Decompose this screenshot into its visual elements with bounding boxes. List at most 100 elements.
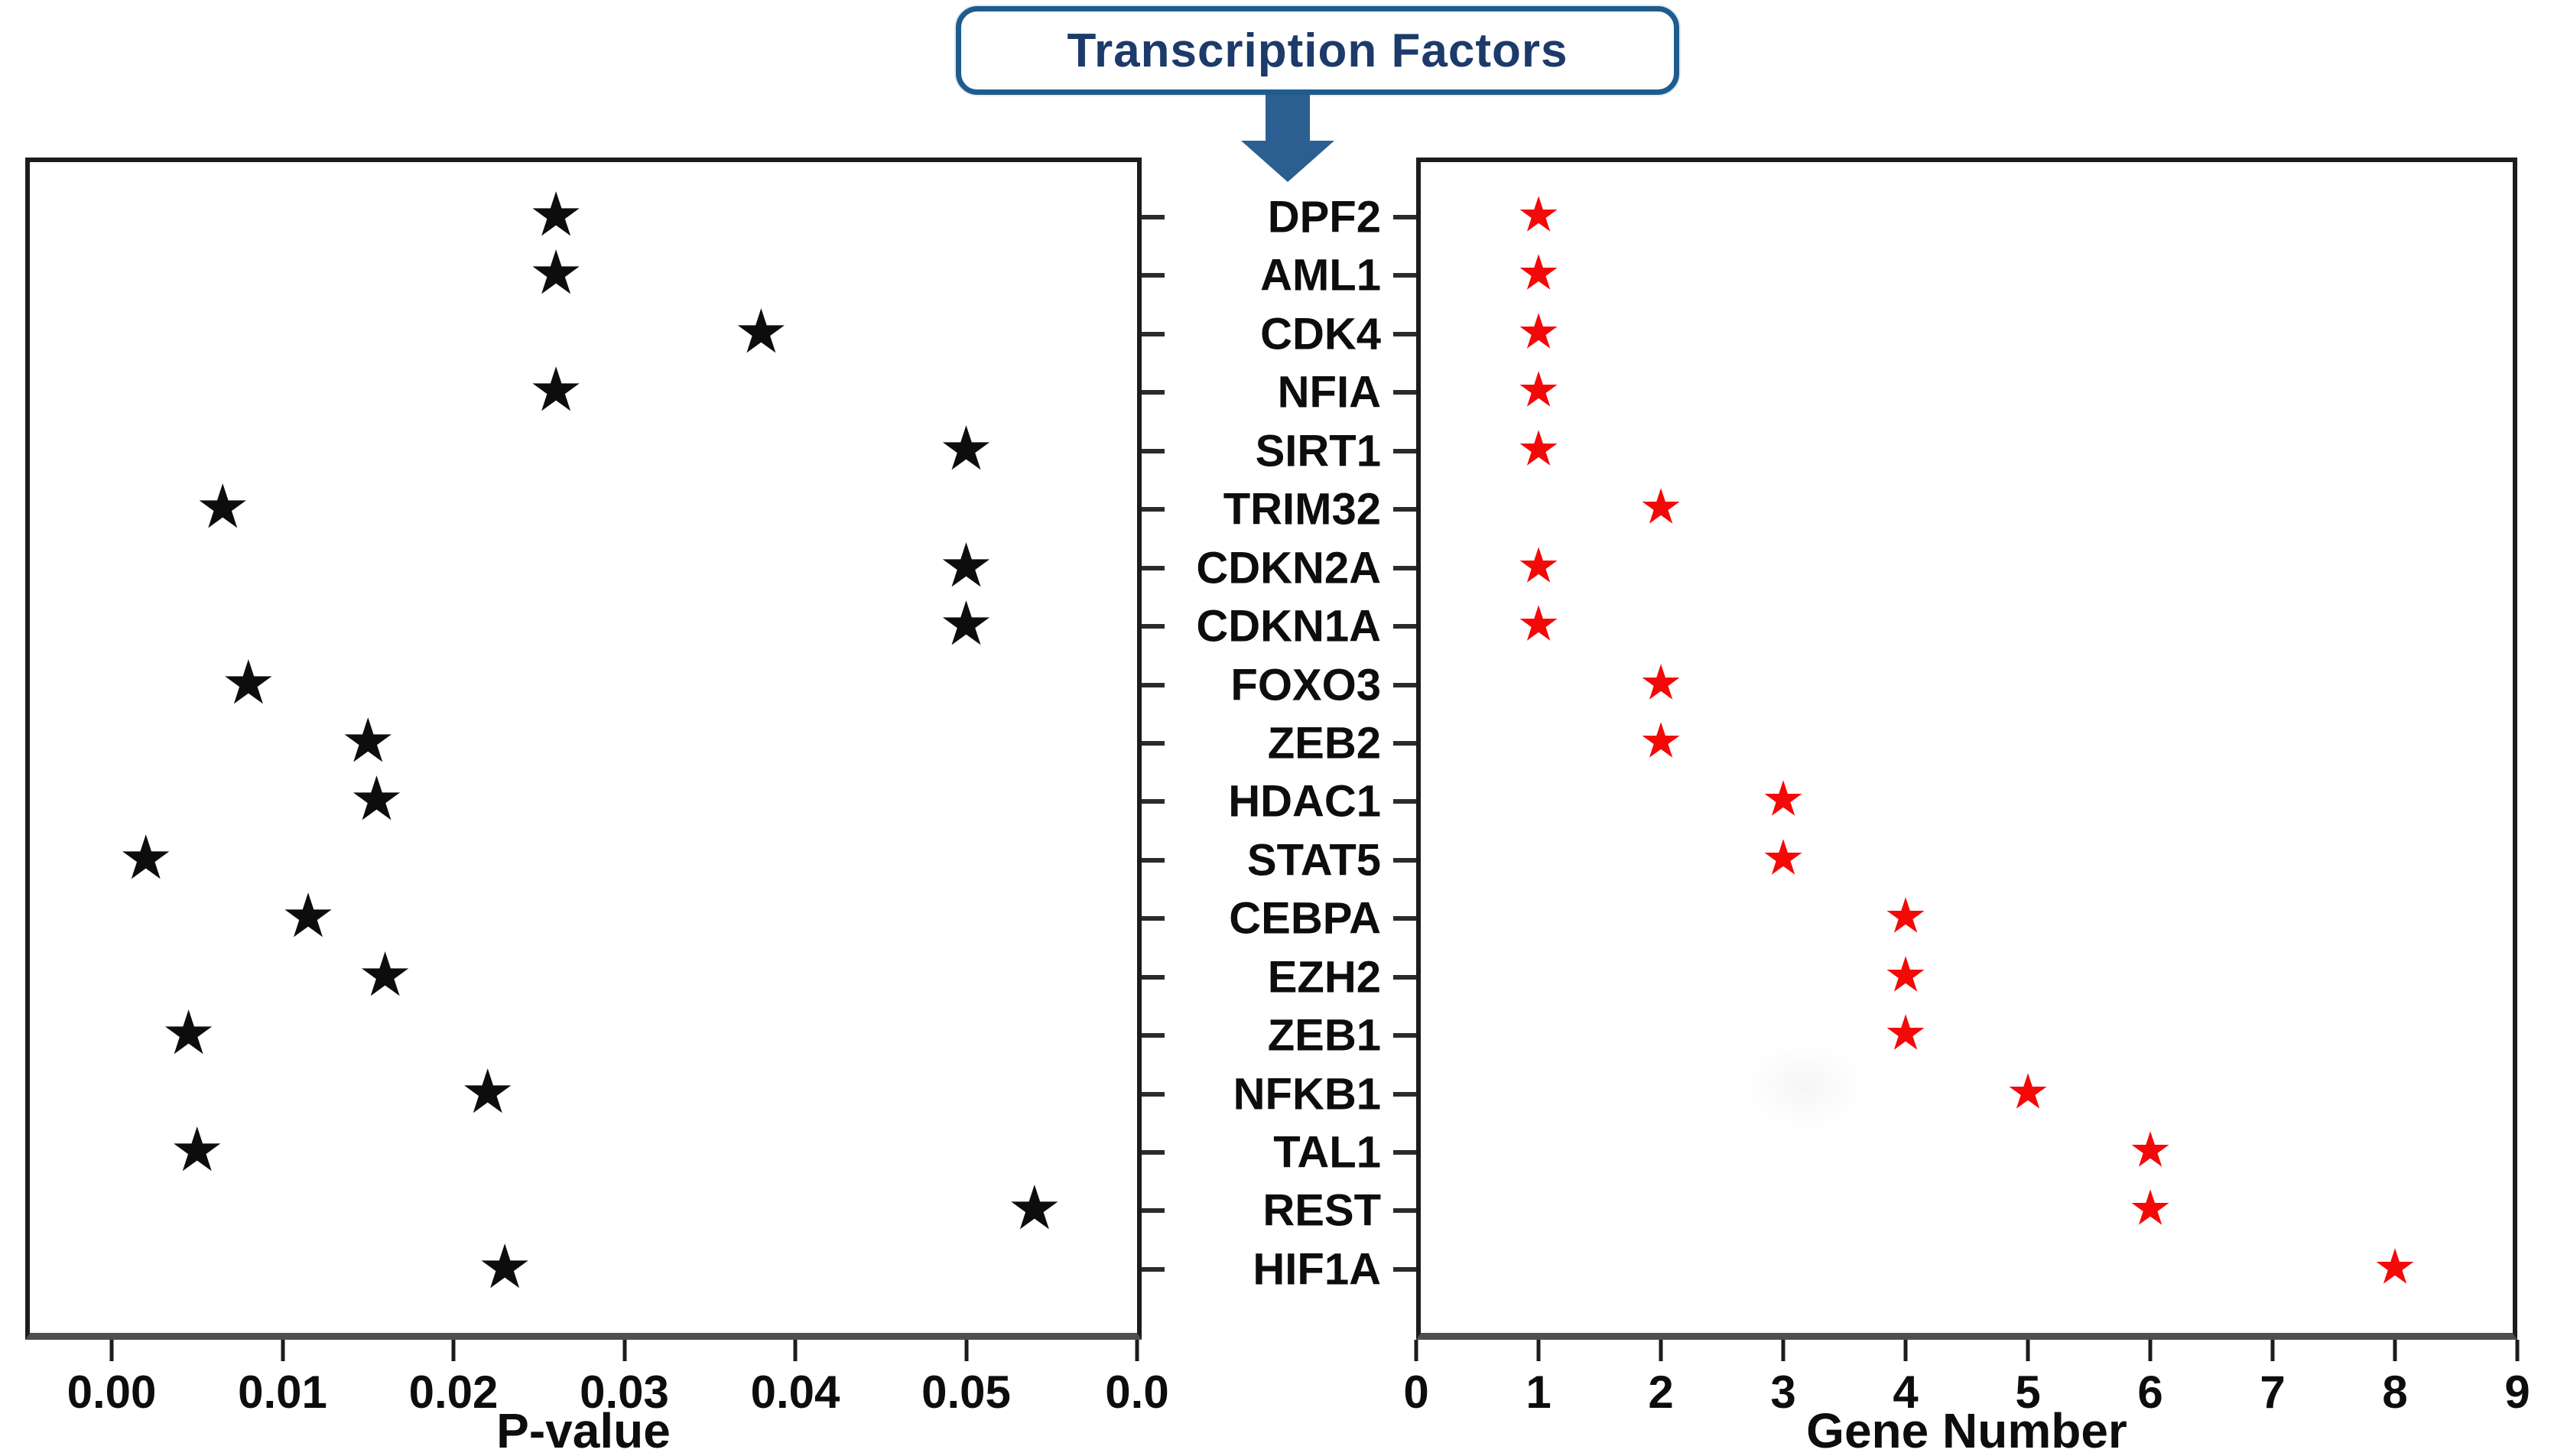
gene-label-CEBPA: CEBPA [1229,893,1381,944]
row-tick-right-NFIA [1393,390,1416,395]
down-arrow-stem [1266,95,1310,142]
x-tick-label-right-9: 9 [2504,1367,2530,1418]
x-tick-right-9 [2515,1340,2520,1361]
row-tick-right-CDKN1A [1393,624,1416,629]
row-tick-left-FOXO3 [1142,682,1165,687]
row-tick-right-CEBPA [1393,916,1416,921]
x-tick-label-right-6: 6 [2137,1367,2163,1418]
gene-label-EZH2: EZH2 [1267,952,1381,1003]
pvalue-star-TRIM32: ★ [195,470,251,542]
row-tick-right-CDK4 [1393,331,1416,336]
x-tick-label-right-3: 3 [1770,1367,1796,1418]
x-tick-left-0.04 [793,1340,798,1361]
gene-label-STAT5: STAT5 [1246,835,1381,886]
x-tick-label-right-5: 5 [2015,1367,2041,1418]
x-tick-label-right-8: 8 [2382,1367,2408,1418]
row-tick-right-SIRT1 [1393,448,1416,453]
pvalue-star-HIF1A: ★ [477,1230,532,1302]
x-tick-right-1 [1536,1340,1541,1361]
row-tick-right-ZEB2 [1393,740,1416,746]
row-tick-right-TAL1 [1393,1150,1416,1155]
row-tick-left-TRIM32 [1142,507,1165,512]
row-tick-left-DPF2 [1142,215,1165,219]
x-tick-label-left-0.00: 0.00 [67,1367,157,1418]
x-tick-left-0.03 [622,1340,626,1361]
gene-label-DPF2: DPF2 [1267,192,1381,242]
row-tick-right-CDKN2A [1393,565,1416,570]
pvalue-star-STAT5: ★ [118,821,174,893]
x-tick-label-right-7: 7 [2260,1367,2286,1418]
row-tick-left-CDK4 [1142,331,1165,336]
row-tick-left-CDKN1A [1142,624,1165,629]
gene-label-SIRT1: SIRT1 [1255,426,1381,476]
pvalue-panel [25,158,1142,1340]
gene-number-star-CDKN1A: ★ [1516,596,1561,653]
pvalue-star-AML1: ★ [528,237,583,309]
x-tick-right-8 [2393,1340,2397,1361]
pvalue-star-NFIA: ★ [528,354,583,426]
row-tick-left-CDKN2A [1142,565,1165,570]
pvalue-axis-title: P-value [496,1403,671,1456]
x-tick-left-0.00 [109,1340,114,1361]
row-tick-left-NFKB1 [1142,1091,1165,1097]
x-tick-label-right-0: 0 [1403,1367,1429,1418]
row-tick-right-AML1 [1393,273,1416,278]
x-tick-left-0.02 [451,1340,456,1361]
pvalue-star-EZH2: ★ [357,938,413,1010]
x-tick-label-right-4: 4 [1893,1367,1919,1418]
gene-label-AML1: AML1 [1260,250,1381,301]
gene-label-ZEB2: ZEB2 [1267,718,1381,769]
pvalue-star-CDK4: ★ [733,295,789,367]
row-tick-right-HIF1A [1393,1266,1416,1272]
row-tick-left-TAL1 [1142,1150,1165,1155]
gene-label-TRIM32: TRIM32 [1223,484,1381,535]
gene-label-ZEB1: ZEB1 [1267,1010,1381,1061]
row-tick-right-REST [1393,1208,1416,1214]
gene-number-star-STAT5: ★ [1761,830,1805,887]
gene-label-REST: REST [1262,1185,1381,1236]
gene-number-star-SIRT1: ★ [1516,421,1561,478]
x-tick-label-left-0.0: 0.0 [1105,1367,1169,1418]
x-tick-right-4 [1903,1340,1908,1361]
gene-number-star-REST: ★ [2128,1180,2172,1237]
x-tick-label-right-2: 2 [1648,1367,1674,1418]
row-tick-left-HDAC1 [1142,799,1165,804]
row-tick-left-AML1 [1142,273,1165,278]
row-tick-right-TRIM32 [1393,507,1416,512]
gene-number-star-EZH2: ★ [1883,947,1928,1004]
gene-number-star-NFIA: ★ [1516,362,1561,419]
x-tick-label-left-0.04: 0.04 [750,1367,840,1418]
x-tick-label-right-1: 1 [1526,1367,1552,1418]
smudge-artifact [1743,1040,1866,1132]
pvalue-star-HDAC1: ★ [349,763,405,835]
x-tick-right-5 [2026,1340,2030,1361]
gene-label-CDKN1A: CDKN1A [1196,601,1381,652]
gene-number-panel [1416,158,2517,1340]
row-tick-right-NFKB1 [1393,1091,1416,1097]
x-tick-right-6 [2148,1340,2153,1361]
pvalue-star-CDKN2A: ★ [938,529,994,601]
gene-number-star-HDAC1: ★ [1761,771,1805,828]
gene-number-star-CDKN2A: ★ [1516,538,1561,595]
pvalue-star-NFKB1: ★ [460,1055,515,1127]
down-arrow-head [1241,141,1334,182]
gene-number-star-AML1: ★ [1516,245,1561,302]
gene-label-FOXO3: FOXO3 [1230,660,1381,710]
row-tick-left-NFIA [1142,390,1165,395]
row-tick-right-HDAC1 [1393,799,1416,804]
pvalue-star-ZEB2: ★ [340,704,396,776]
gene-number-star-TAL1: ★ [2128,1122,2172,1179]
x-tick-right-3 [1781,1340,1786,1361]
x-tick-label-left-0.01: 0.01 [238,1367,327,1418]
gene-label-NFKB1: NFKB1 [1233,1069,1381,1120]
gene-label-CDK4: CDK4 [1260,309,1381,359]
x-tick-label-left-0.05: 0.05 [921,1367,1011,1418]
gene-number-star-ZEB1: ★ [1883,1005,1928,1062]
gene-label-TAL1: TAL1 [1273,1127,1381,1178]
transcription-factors-label: Transcription Factors [1067,24,1568,77]
pvalue-star-CEBPA: ★ [281,880,336,952]
pvalue-star-REST: ★ [1007,1172,1062,1244]
pvalue-star-FOXO3: ★ [220,646,276,718]
x-tick-label-left-0.02: 0.02 [408,1367,499,1418]
row-tick-left-HIF1A [1142,1266,1165,1272]
